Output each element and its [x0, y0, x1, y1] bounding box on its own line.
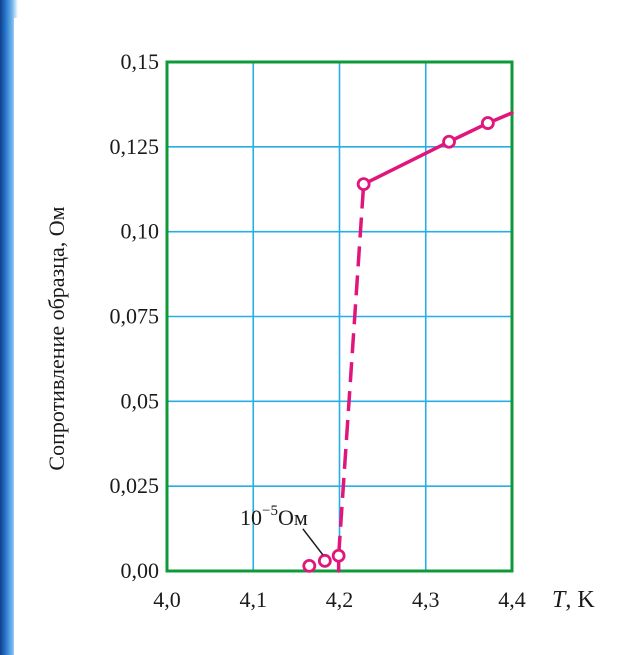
series-line-dashed	[336, 184, 366, 556]
data-point-marker	[480, 116, 495, 130]
annotation-leader-line	[302, 528, 324, 556]
data-point-marker	[356, 177, 371, 192]
x-tick-label: 4,4	[498, 587, 526, 612]
y-tick-label: 0,15	[121, 49, 160, 74]
y-tick-label: 0,10	[121, 219, 160, 244]
data-point-marker	[442, 134, 456, 149]
data-point-marker	[317, 553, 332, 568]
annotation-label: 10−5Ом	[240, 503, 308, 530]
annotation-exponent: −5	[262, 503, 278, 519]
series-line-solid	[361, 139, 451, 186]
y-tick-label: 0,05	[121, 388, 160, 413]
x-axis-label-variable: T	[552, 587, 567, 613]
annotation: 10−5Ом	[240, 503, 324, 556]
x-tick-label: 4,0	[153, 587, 181, 612]
grid	[167, 62, 512, 571]
data-point-marker	[302, 559, 317, 573]
tick-labels: 4,0 4,1 4,2 4,3 4,4 0,00 0,025 0,05 0,075 0,10 0,1…	[110, 49, 526, 612]
x-tick-label: 4,2	[326, 587, 354, 612]
data-series	[302, 111, 514, 573]
annotation-unit: Ом	[278, 505, 308, 530]
x-tick-label: 4,1	[240, 587, 268, 612]
data-point-marker	[331, 548, 346, 563]
y-tick-label: 0,125	[110, 134, 160, 159]
series-line-solid	[447, 121, 490, 144]
y-tick-label: 0,075	[110, 304, 160, 329]
y-axis-label: Сопротивление образца, Ом	[44, 206, 69, 470]
chart-panel: 4,0 4,1 4,2 4,3 4,4 0,00 0,025 0,05 0,075 0,10 0,1…	[14, 18, 644, 655]
x-axis-label-unit: , K	[565, 587, 595, 613]
y-tick-label: 0,00	[121, 558, 160, 583]
x-tick-label: 4,3	[412, 587, 440, 612]
y-tick-label: 0,025	[110, 473, 160, 498]
annotation-base: 10	[240, 505, 262, 530]
x-axis-label: T, K	[552, 587, 595, 613]
resistance-temperature-chart: 4,0 4,1 4,2 4,3 4,4 0,00 0,025 0,05 0,075 0,10 0,1…	[44, 49, 595, 613]
